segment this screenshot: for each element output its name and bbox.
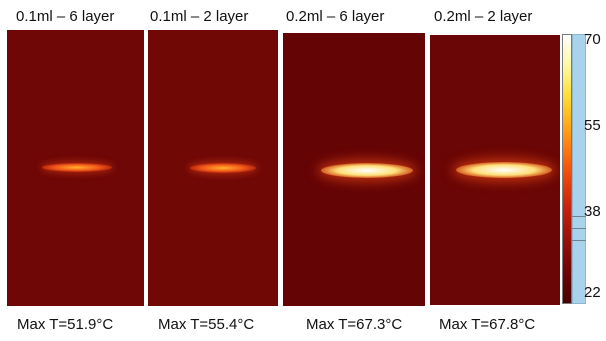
hotspot-1	[42, 163, 112, 172]
colorbar-tick-70: 70	[584, 31, 601, 48]
thermal-panel-3	[283, 33, 425, 306]
colorbar-tick-55: 55	[584, 117, 601, 134]
max-temp-label-3: Max T=67.3°C	[306, 316, 403, 333]
max-temp-label-1: Max T=51.9°C	[17, 316, 114, 333]
max-temp-label-4: Max T=67.8°C	[439, 316, 536, 333]
colorbar-contour-line	[572, 216, 586, 217]
colorbar-contour-line	[572, 228, 586, 229]
hotspot-4	[456, 162, 552, 178]
hotspot-2	[190, 163, 256, 173]
panel-title-4: 0.2ml – 2 layer	[434, 8, 533, 25]
colorbar-contour-line	[572, 240, 586, 241]
thermal-panel-2	[148, 30, 278, 306]
hotspot-3	[321, 163, 413, 178]
thermal-panel-4	[430, 35, 560, 305]
panel-title-2: 0.1ml – 2 layer	[150, 8, 249, 25]
max-temp-label-2: Max T=55.4°C	[158, 316, 255, 333]
panel-title-3: 0.2ml – 6 layer	[286, 8, 385, 25]
colorbar-frame	[572, 34, 586, 304]
colorbar-gradient	[562, 34, 572, 304]
colorbar-tick-22: 22	[584, 284, 601, 301]
panel-title-1: 0.1ml – 6 layer	[16, 8, 115, 25]
thermal-panel-1	[7, 30, 144, 306]
colorbar-tick-38: 38	[584, 203, 601, 220]
